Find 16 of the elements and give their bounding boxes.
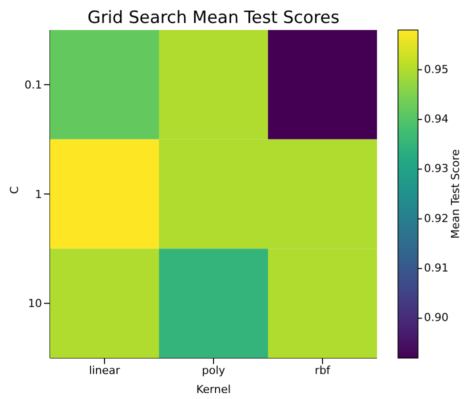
chart-title: Grid Search Mean Test Scores (86, 8, 340, 28)
y-axis-title: C (8, 186, 21, 194)
color-bar-label: 0.95 (424, 62, 448, 76)
x-tick-label: poly (202, 364, 226, 377)
color-bar-label: 0.90 (424, 311, 448, 324)
y-tick-label: 0.1 (24, 78, 42, 92)
color-bar-label: 0.91 (424, 262, 448, 275)
x-tick-label: linear (88, 364, 121, 377)
color-bar-label: 0.93 (424, 162, 448, 176)
color-bar-title: Mean Test Score (449, 149, 462, 239)
y-tick-label: 10 (28, 297, 42, 310)
color-bar-label: 0.92 (424, 212, 448, 225)
x-tick-label: rbf (314, 364, 332, 377)
color-bar-label: 0.94 (424, 112, 448, 126)
x-axis-title: Kernel (196, 383, 231, 396)
y-tick-label: 1 (35, 188, 42, 201)
